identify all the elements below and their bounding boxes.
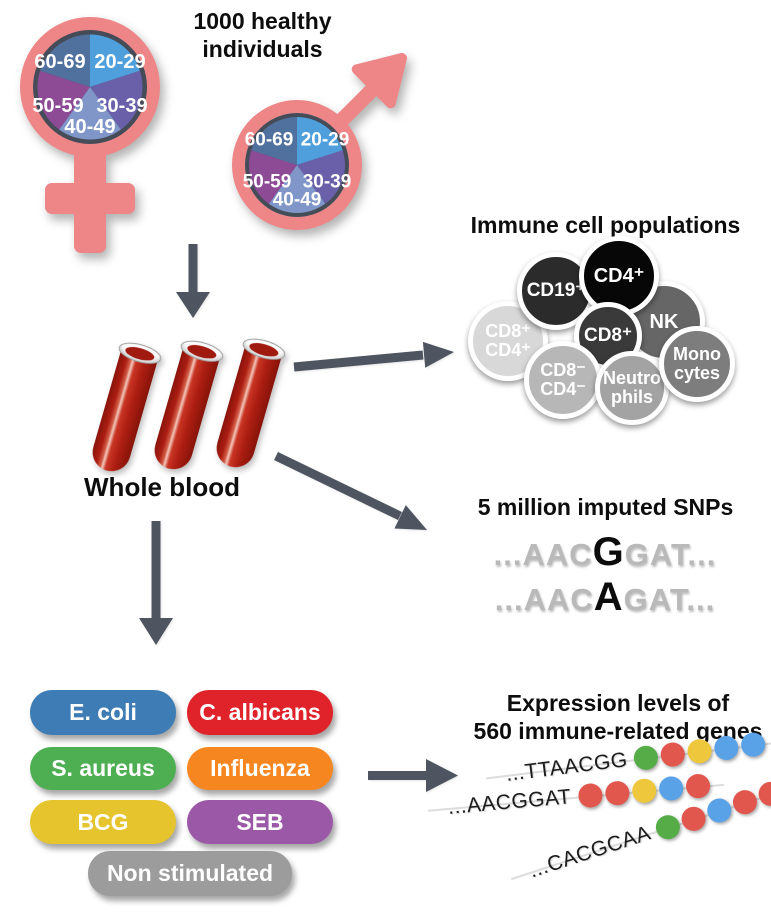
expression-dot bbox=[657, 775, 684, 802]
male-arrow-head-outline bbox=[351, 53, 407, 109]
expression-dot bbox=[678, 803, 710, 834]
cell-cd4pos: CD4⁺ bbox=[579, 236, 659, 316]
expression-dot bbox=[713, 734, 741, 762]
pie-slice-30-39 bbox=[90, 70, 143, 130]
stimulus-nonstimulated: Non stimulated bbox=[88, 851, 292, 896]
stimulation-panel: E. coli C. albicans S. aureus Influenza … bbox=[30, 688, 336, 898]
blood-tubes bbox=[88, 334, 296, 481]
cell-monocytes: Mono cytes bbox=[659, 326, 735, 402]
male-age-pie: 20-29 30-39 40-49 50-59 60-69 bbox=[243, 116, 352, 213]
snp-sequences: ...AACGGAT... ...AACAGAT... bbox=[430, 532, 771, 620]
female-ring bbox=[20, 17, 160, 157]
snp-allele: A bbox=[593, 575, 624, 619]
pie-slice-40-49 bbox=[268, 165, 326, 213]
pie-label-40-49: 40-49 bbox=[64, 116, 115, 138]
expression-dot bbox=[704, 795, 735, 826]
pie-slice-20-29 bbox=[297, 116, 343, 165]
female-symbol: 20-29 30-39 40-49 50-59 60-69 bbox=[20, 17, 160, 253]
male-ring bbox=[232, 100, 362, 230]
pie-slice-60-69 bbox=[251, 116, 297, 165]
arrow-to-expression bbox=[368, 759, 458, 792]
expression-dot bbox=[686, 737, 714, 765]
expression-dot bbox=[755, 778, 771, 809]
stimulus-bcg: BCG bbox=[30, 800, 176, 844]
figure-title: 1000 healthy individuals bbox=[193, 8, 332, 62]
pie-label-60-69: 60-69 bbox=[34, 51, 85, 73]
expression-dot bbox=[740, 731, 767, 758]
pie-label-50-59: 50-59 bbox=[32, 95, 83, 117]
stimulus-saureus: S. aureus bbox=[30, 747, 176, 790]
arrow-to-snps bbox=[274, 451, 427, 530]
pie-slice-30-39 bbox=[297, 150, 346, 204]
snps-heading: 5 million imputed SNPs bbox=[477, 494, 734, 520]
expression-dot bbox=[730, 786, 761, 818]
stimulus-influenza: Influenza bbox=[187, 747, 333, 790]
expression-dot bbox=[577, 782, 604, 809]
stimulus-seb: SEB bbox=[187, 800, 333, 844]
expression-dot bbox=[630, 777, 657, 804]
expression-dot bbox=[659, 741, 687, 768]
snp-sequence-1: ...AACGGAT... bbox=[493, 530, 717, 574]
gene-sequence: ...CACGCAA bbox=[526, 821, 654, 883]
pie-slice-40-49 bbox=[59, 87, 121, 140]
arrow-to-stimuli bbox=[139, 521, 173, 645]
snp-allele: G bbox=[592, 530, 625, 574]
pie-label-30-39: 30-39 bbox=[303, 172, 352, 193]
expression-dot bbox=[653, 811, 684, 843]
expression-dot bbox=[684, 773, 711, 800]
gene-sequence: ...AACGGAT bbox=[446, 785, 573, 819]
pie-label-30-39: 30-39 bbox=[96, 95, 147, 117]
stimulus-ecoli: E. coli bbox=[30, 690, 176, 735]
pie-slice-60-69 bbox=[40, 34, 90, 87]
arrow-to-whole-blood bbox=[176, 244, 210, 318]
female-crossbar bbox=[45, 183, 135, 214]
pie-label-60-69: 60-69 bbox=[245, 130, 294, 151]
cell-cd19pos: CD19⁺ bbox=[517, 252, 595, 330]
arrow-to-immune-cells bbox=[293, 341, 454, 372]
pie-slice-20-29 bbox=[90, 34, 140, 87]
pie-label-40-49: 40-49 bbox=[273, 190, 322, 211]
female-age-pie: 20-29 30-39 40-49 50-59 60-69 bbox=[32, 34, 148, 140]
male-symbol: 20-29 30-39 40-49 50-59 60-69 bbox=[232, 53, 407, 230]
snp-sequence-2: ...AACAGAT... bbox=[494, 575, 716, 619]
cell-neutrophils: Neutro phils bbox=[595, 351, 669, 425]
pie-slice-50-59 bbox=[37, 70, 90, 130]
expression-dot bbox=[633, 744, 660, 772]
whole-blood-label: Whole blood bbox=[84, 472, 240, 502]
cell-cd8neg-cd4neg: CD8⁻ CD4⁻ bbox=[524, 341, 602, 419]
pie-label-50-59: 50-59 bbox=[243, 172, 292, 193]
pie-label-20-29: 20-29 bbox=[94, 51, 145, 73]
pie-slice-50-59 bbox=[248, 150, 297, 204]
immune-cells-heading: Immune cell populations bbox=[470, 212, 741, 238]
expression-dot bbox=[603, 780, 630, 807]
pie-label-20-29: 20-29 bbox=[301, 130, 350, 151]
stimulus-calbicans: C. albicans bbox=[187, 690, 333, 735]
